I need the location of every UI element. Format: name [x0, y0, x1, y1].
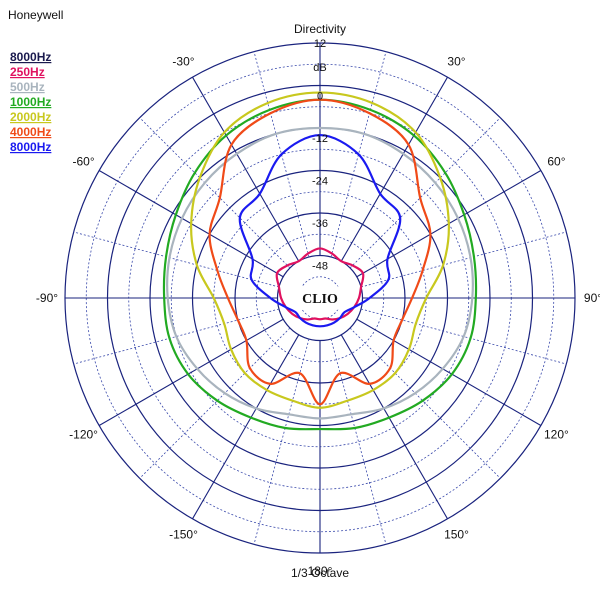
angle-tick-label: -30° [172, 55, 194, 69]
grid-spoke-major [340, 334, 448, 520]
angle-tick-label: 120° [544, 428, 569, 442]
center-label: CLIO [302, 292, 338, 307]
grid-spoke-minor [349, 327, 501, 479]
grid-spoke-major [98, 318, 284, 426]
footer-label: 1/3 Octave [291, 566, 349, 580]
legend-item: 1000Hz [10, 95, 51, 109]
series-layer [162, 91, 478, 431]
grid-spoke-major [192, 76, 300, 262]
grid-spoke-minor [360, 308, 567, 365]
angle-tick-label: 60° [547, 155, 565, 169]
series-line-500hz [166, 126, 474, 420]
legend-item: 4000Hz [10, 125, 51, 139]
grid-spoke-minor [330, 51, 387, 258]
grid-spoke-minor [73, 231, 280, 288]
legend-item: 250Hz [10, 65, 45, 79]
radial-tick-label: 12 [314, 38, 326, 50]
axis-labels: 12 0 -12 -24 -36 -48 30° 60° 90° 120° 150° 180° -150… [36, 38, 600, 578]
grid-spoke-major [340, 76, 448, 262]
series-line-1000hz [162, 98, 478, 431]
series-line-4000hz [208, 98, 432, 406]
legend-item: 8000Hz [10, 50, 51, 64]
grid-spoke-major [192, 334, 300, 520]
angle-tick-label: 150° [444, 527, 469, 541]
angle-tick-label: 30° [447, 55, 465, 69]
grid-spoke-minor [73, 308, 280, 365]
legend-item: 500Hz [10, 80, 45, 94]
chart-title: Directivity [294, 22, 346, 36]
radial-tick-label: -48 [312, 261, 328, 273]
series-line-8000hz [238, 133, 402, 328]
grid-spoke-minor [139, 327, 291, 479]
angle-tick-label: -90° [36, 291, 58, 305]
angle-tick-label: 180° [308, 564, 333, 578]
center-badge [294, 282, 346, 314]
angle-tick-label: -120° [69, 428, 98, 442]
grid-spoke-minor [360, 231, 567, 288]
legend-item: 2000Hz [10, 110, 51, 124]
grid-spoke-minor [253, 51, 310, 258]
radial-tick-label: -24 [312, 176, 328, 188]
radial-tick-label: 0 [317, 91, 323, 103]
series-line-250hz [275, 247, 365, 321]
radial-tick-label: -36 [312, 218, 328, 230]
series-line-2000hz [190, 91, 450, 409]
grid-spoke-major [356, 318, 542, 426]
grid-spoke-minor [330, 338, 387, 545]
grid-spoke-minor [139, 117, 291, 269]
radial-tick-label: -12 [312, 133, 328, 145]
legend-item: 8000Hz [10, 140, 51, 154]
angle-tick-label: -150° [169, 527, 198, 541]
angle-tick-label: -60° [72, 155, 94, 169]
grid-spoke-minor [253, 338, 310, 545]
angle-tick-label: 90° [584, 291, 600, 305]
brand-label: Honeywell [8, 8, 63, 22]
grid-spoke-minor [349, 117, 501, 269]
